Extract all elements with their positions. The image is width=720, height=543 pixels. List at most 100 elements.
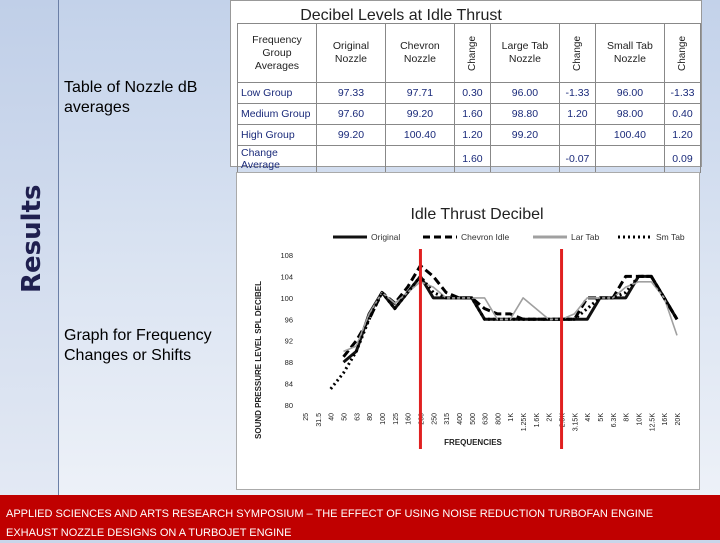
x-tick-label: 31.5: [316, 413, 323, 427]
x-axis-label: FREQUENCIES: [444, 438, 502, 447]
table-panel: Decibel Levels at Idle Thrust Frequency …: [230, 0, 702, 173]
x-tick-label: 500: [470, 413, 477, 425]
table-cell: -1.33: [663, 82, 702, 104]
table-cell: 96.00: [489, 82, 560, 104]
table-cell: 0.09: [663, 145, 702, 173]
table-cell: 1.20: [453, 124, 491, 146]
x-tick-label: 3.15K: [572, 413, 579, 432]
legend-label: Original: [371, 232, 400, 242]
footer-banner: APPLIED SCIENCES AND ARTS RESEARCH SYMPO…: [0, 495, 720, 540]
legend-label: Sm Tab: [656, 232, 685, 242]
x-tick-label: 2K: [547, 413, 554, 422]
legend-label: Chevron Idle: [461, 232, 509, 242]
series-line: [329, 274, 679, 390]
chart-title: Idle Thrust Decibel: [410, 206, 543, 223]
x-tick-label: 50: [341, 413, 348, 421]
caption-table: Table of Nozzle dB averages: [64, 79, 198, 116]
legend-label: Lar Tab: [571, 232, 599, 242]
x-tick-label: 63: [354, 413, 361, 421]
y-tick-label: 80: [285, 401, 293, 410]
table-cell: 100.40: [594, 124, 665, 146]
table-title: Decibel Levels at Idle Thrust: [300, 7, 502, 24]
x-tick-label: 1K: [508, 413, 515, 422]
x-tick-label: 1.6K: [534, 413, 541, 428]
table-cell: 98.80: [489, 103, 560, 125]
x-tick-label: 25: [303, 413, 310, 421]
table-row: Medium Group 97.60 99.20 1.60 98.80 1.20…: [237, 103, 702, 125]
header-cell: Frequency Group Averages: [237, 23, 317, 83]
y-tick-label: 88: [285, 358, 293, 367]
table-cell: [315, 145, 386, 173]
table-cell: -1.33: [558, 82, 596, 104]
header-cell: Original Nozzle: [315, 23, 386, 83]
x-tick-label: 80: [367, 413, 374, 421]
table-cell: [489, 145, 560, 173]
header-cell: Change: [558, 23, 596, 83]
table-cell: [384, 145, 455, 173]
table-cell: Change Average: [237, 145, 317, 173]
y-tick-label: 92: [285, 337, 293, 346]
table-cell: 97.33: [315, 82, 386, 104]
header-cell: Chevron Nozzle: [384, 23, 455, 83]
x-tick-label: 1.25K: [521, 413, 528, 432]
table-cell: 99.20: [315, 124, 386, 146]
table-cell: 1.60: [453, 145, 491, 173]
y-tick-label: 104: [280, 272, 293, 281]
side-bar: Results: [0, 0, 59, 495]
header-cell: Small Tab Nozzle: [594, 23, 665, 83]
y-tick-label: 100: [280, 294, 293, 303]
table-row: Change Average 1.60 -0.07 0.09: [237, 145, 702, 173]
series-line: [342, 264, 679, 358]
y-axis-label: SOUND PRESSURE LEVEL SPL DECIBEL: [254, 281, 263, 439]
db-table: Frequency Group Averages Original Nozzle…: [237, 23, 702, 173]
x-tick-label: 8K: [624, 413, 631, 422]
x-tick-label: 800: [495, 413, 502, 425]
table-cell: [558, 124, 596, 146]
table-row: Low Group 97.33 97.71 0.30 96.00 -1.33 9…: [237, 82, 702, 104]
caption-graph: Graph for Frequency Changes or Shifts: [64, 327, 212, 364]
table-cell: 1.20: [558, 103, 596, 125]
table-cell: [594, 145, 665, 173]
table-header-row: Frequency Group Averages Original Nozzle…: [237, 23, 702, 83]
table-row: High Group 99.20 100.40 1.20 99.20 100.4…: [237, 124, 702, 146]
table-cell: 1.20: [663, 124, 702, 146]
y-tick-label: 84: [285, 380, 293, 389]
footer-text: APPLIED SCIENCES AND ARTS RESEARCH SYMPO…: [6, 505, 712, 543]
x-tick-label: 125: [393, 413, 400, 425]
series-line: [343, 281, 678, 353]
x-tick-label: 20K: [675, 413, 682, 426]
table-cell: 1.60: [453, 103, 491, 125]
x-tick-label: 160: [406, 413, 413, 425]
table-cell: 97.60: [315, 103, 386, 125]
header-cell: Change: [453, 23, 491, 83]
y-tick-label: 96: [285, 315, 293, 324]
footer-line-1: APPLIED SCIENCES AND ARTS RESEARCH SYMPO…: [6, 508, 654, 520]
header-cell: Change: [663, 23, 702, 83]
header-cell: Large Tab Nozzle: [489, 23, 560, 83]
table-cell: -0.07: [558, 145, 596, 173]
table-cell: 96.00: [594, 82, 665, 104]
x-tick-label: 4K: [585, 413, 592, 422]
table-cell: Low Group: [237, 82, 317, 104]
x-tick-label: 630: [483, 413, 490, 425]
x-tick-label: 12.5K: [649, 413, 656, 432]
x-tick-label: 40: [329, 413, 336, 421]
section-label: Results: [17, 184, 47, 293]
table-cell: 97.71: [384, 82, 455, 104]
x-tick-label: 400: [457, 413, 464, 425]
x-tick-label: 10K: [637, 413, 644, 426]
x-tick-label: 6.3K: [611, 413, 618, 428]
x-tick-label: 2.5K: [560, 413, 567, 428]
x-tick-label: 315: [444, 413, 451, 425]
table-cell: 0.40: [663, 103, 702, 125]
table-cell: High Group: [237, 124, 317, 146]
table-cell: 99.20: [384, 103, 455, 125]
x-tick-label: 250: [431, 413, 438, 425]
table-cell: 100.40: [384, 124, 455, 146]
x-tick-label: 100: [380, 413, 387, 425]
x-tick-label: 5K: [598, 413, 605, 422]
y-tick-label: 108: [280, 251, 293, 260]
table-cell: 99.20: [489, 124, 560, 146]
table-cell: 98.00: [594, 103, 665, 125]
footer-line-2: EXHAUST NOZZLE DESIGNS ON A TURBOJET ENG…: [6, 527, 292, 539]
